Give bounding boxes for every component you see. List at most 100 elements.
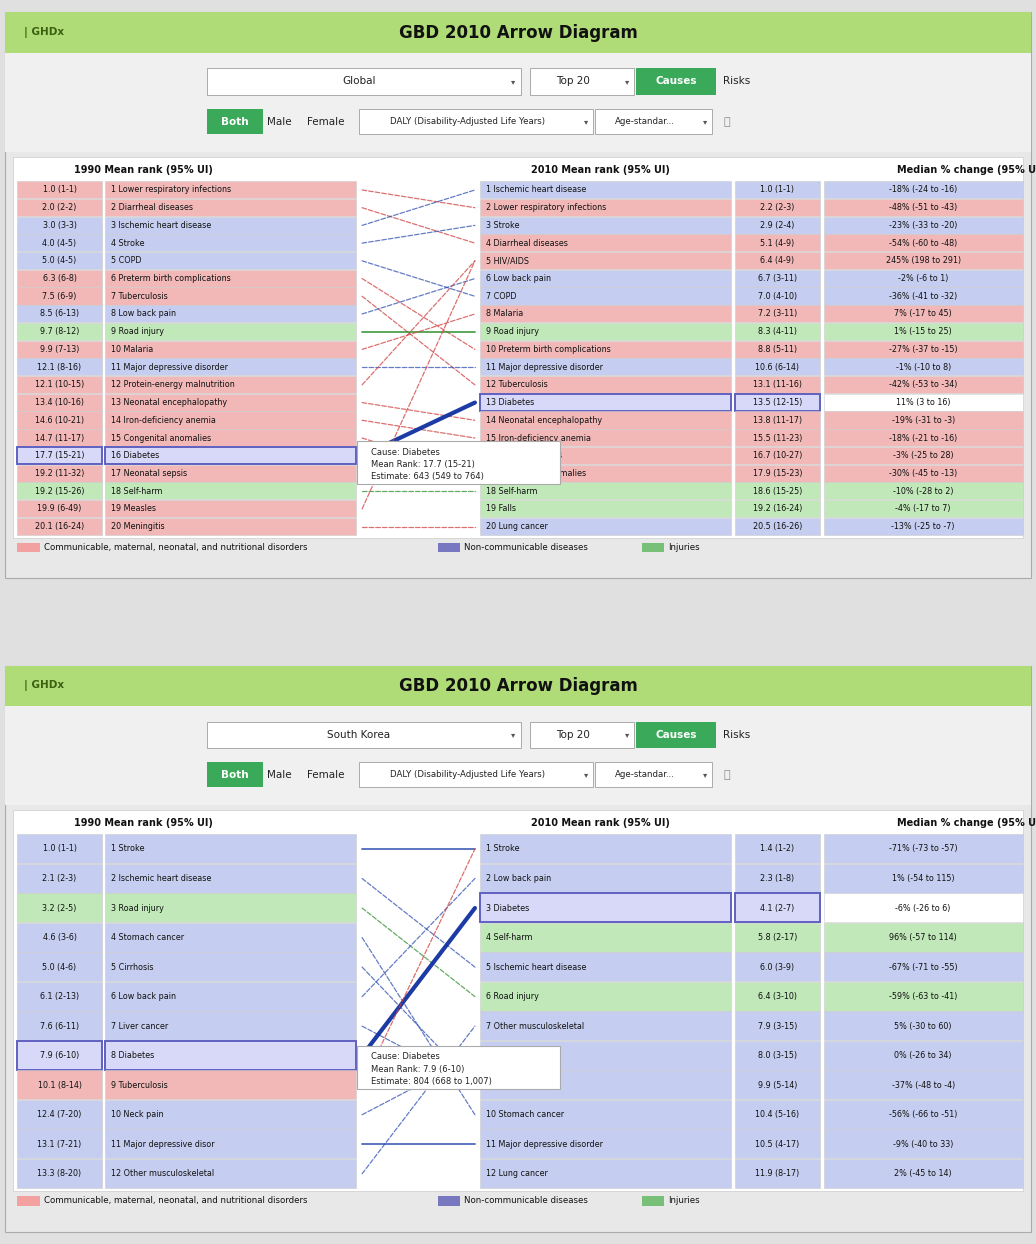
Bar: [480, 518, 731, 535]
Text: ▾: ▾: [583, 770, 587, 779]
Text: 13.3 (8-20): 13.3 (8-20): [37, 1169, 82, 1178]
Text: 17.7 (15-21): 17.7 (15-21): [35, 452, 84, 460]
Bar: [824, 500, 1023, 518]
Text: 13.4 (10-16): 13.4 (10-16): [35, 398, 84, 407]
Text: 8 Malaria: 8 Malaria: [486, 310, 523, 318]
Text: 17 Neonatal sepsis: 17 Neonatal sepsis: [111, 469, 186, 478]
Text: 1% (-54 to 115): 1% (-54 to 115): [892, 875, 954, 883]
Bar: [736, 287, 819, 305]
Bar: [824, 341, 1023, 358]
Text: 8.0 (3-15): 8.0 (3-15): [758, 1051, 797, 1060]
Text: 2.0 (2-2): 2.0 (2-2): [42, 203, 77, 213]
Text: -42% (-53 to -34): -42% (-53 to -34): [889, 381, 957, 389]
FancyBboxPatch shape: [207, 763, 262, 787]
Bar: [480, 447, 731, 464]
Text: 4.0 (4-5): 4.0 (4-5): [42, 239, 77, 248]
Bar: [18, 500, 102, 518]
Text: 10.6 (6-14): 10.6 (6-14): [755, 363, 800, 372]
Bar: [824, 323, 1023, 340]
Bar: [105, 358, 356, 376]
Bar: [480, 199, 731, 216]
Bar: [105, 953, 356, 982]
Text: Injuries: Injuries: [668, 544, 700, 552]
Text: -3% (-25 to 28): -3% (-25 to 28): [893, 452, 953, 460]
Bar: [480, 1011, 731, 1040]
Text: Median % change (95% U: Median % change (95% U: [897, 165, 1036, 175]
Bar: [824, 863, 1023, 893]
Bar: [18, 253, 102, 269]
Text: 9.7 (8-12): 9.7 (8-12): [39, 327, 79, 336]
Text: 1 Stroke: 1 Stroke: [486, 845, 520, 853]
Text: Top 20: Top 20: [556, 76, 591, 87]
Text: -10% (-28 to 2): -10% (-28 to 2): [893, 486, 953, 495]
Bar: [824, 199, 1023, 216]
Text: 12 Other musculoskeletal: 12 Other musculoskeletal: [111, 1169, 214, 1178]
Bar: [480, 1159, 731, 1188]
FancyBboxPatch shape: [595, 763, 712, 787]
Text: 5 Ischemic heart disease: 5 Ischemic heart disease: [486, 963, 586, 972]
Bar: [736, 923, 819, 952]
Bar: [736, 1100, 819, 1128]
Bar: [824, 464, 1023, 481]
Bar: [105, 1070, 356, 1100]
Text: 1 Stroke: 1 Stroke: [111, 845, 144, 853]
Text: 19.2 (15-26): 19.2 (15-26): [35, 486, 84, 495]
Bar: [105, 1041, 356, 1070]
Bar: [480, 341, 731, 358]
Text: 0% (-26 to 34): 0% (-26 to 34): [894, 1051, 952, 1060]
Bar: [736, 341, 819, 358]
Text: 18 Self-harm: 18 Self-harm: [486, 486, 538, 495]
Bar: [18, 393, 102, 411]
Text: Both: Both: [221, 770, 249, 780]
Bar: [18, 1100, 102, 1128]
Text: 17 Congenital anomalies: 17 Congenital anomalies: [486, 469, 586, 478]
Text: 7.5 (6-9): 7.5 (6-9): [42, 292, 77, 301]
Bar: [13, 810, 1023, 1191]
Text: 6 Low back pain: 6 Low back pain: [111, 993, 176, 1001]
Text: 3 Road injury: 3 Road injury: [111, 903, 164, 913]
Text: 2 Diarrheal diseases: 2 Diarrheal diseases: [111, 203, 193, 213]
FancyBboxPatch shape: [636, 722, 716, 748]
Text: 7 Liver cancer: 7 Liver cancer: [111, 1021, 168, 1030]
Text: -9% (-40 to 33): -9% (-40 to 33): [893, 1140, 953, 1148]
Text: 16.7 (10-27): 16.7 (10-27): [753, 452, 802, 460]
Text: -18% (-21 to -16): -18% (-21 to -16): [889, 433, 957, 443]
Text: 11 Major depressive disorder: 11 Major depressive disorder: [486, 1140, 603, 1148]
Text: Estimate: 804 (668 to 1,007): Estimate: 804 (668 to 1,007): [371, 1077, 492, 1086]
Bar: [824, 835, 1023, 863]
Text: 9 Road injury: 9 Road injury: [486, 327, 539, 336]
Text: 10.5 (4-17): 10.5 (4-17): [755, 1140, 800, 1148]
Bar: [736, 253, 819, 269]
Text: 10.1 (8-14): 10.1 (8-14): [37, 1081, 82, 1090]
Text: 1.4 (1-2): 1.4 (1-2): [760, 845, 795, 853]
Text: 7 Tuberculosis: 7 Tuberculosis: [111, 292, 168, 301]
Bar: [105, 982, 356, 1011]
Bar: [18, 199, 102, 216]
Bar: [18, 305, 102, 322]
Bar: [18, 182, 102, 198]
Text: -37% (-48 to -4): -37% (-48 to -4): [892, 1081, 955, 1090]
Text: 11 Major depressive disorder: 11 Major depressive disorder: [486, 363, 603, 372]
Text: ▾: ▾: [511, 77, 515, 86]
Text: South Korea: South Korea: [327, 729, 391, 740]
Text: 1 Lower respiratory infections: 1 Lower respiratory infections: [111, 185, 231, 194]
Bar: [105, 923, 356, 952]
Bar: [105, 393, 356, 411]
FancyBboxPatch shape: [359, 109, 593, 134]
Bar: [642, 544, 664, 552]
Bar: [824, 393, 1023, 411]
Bar: [480, 305, 731, 322]
Bar: [105, 863, 356, 893]
Bar: [736, 393, 819, 411]
Bar: [736, 216, 819, 234]
Text: 7.2 (3-11): 7.2 (3-11): [758, 310, 797, 318]
FancyBboxPatch shape: [357, 1046, 560, 1088]
Text: 2010 Mean rank (95% UI): 2010 Mean rank (95% UI): [530, 165, 669, 175]
Text: 12 Protein-energy malnutrition: 12 Protein-energy malnutrition: [111, 381, 234, 389]
Text: Top 20: Top 20: [556, 729, 591, 740]
FancyBboxPatch shape: [530, 68, 634, 95]
Bar: [480, 982, 731, 1011]
Text: ▾: ▾: [583, 117, 587, 126]
Text: 6.0 (3-9): 6.0 (3-9): [760, 963, 795, 972]
Text: 4 Self-harm: 4 Self-harm: [486, 933, 533, 942]
